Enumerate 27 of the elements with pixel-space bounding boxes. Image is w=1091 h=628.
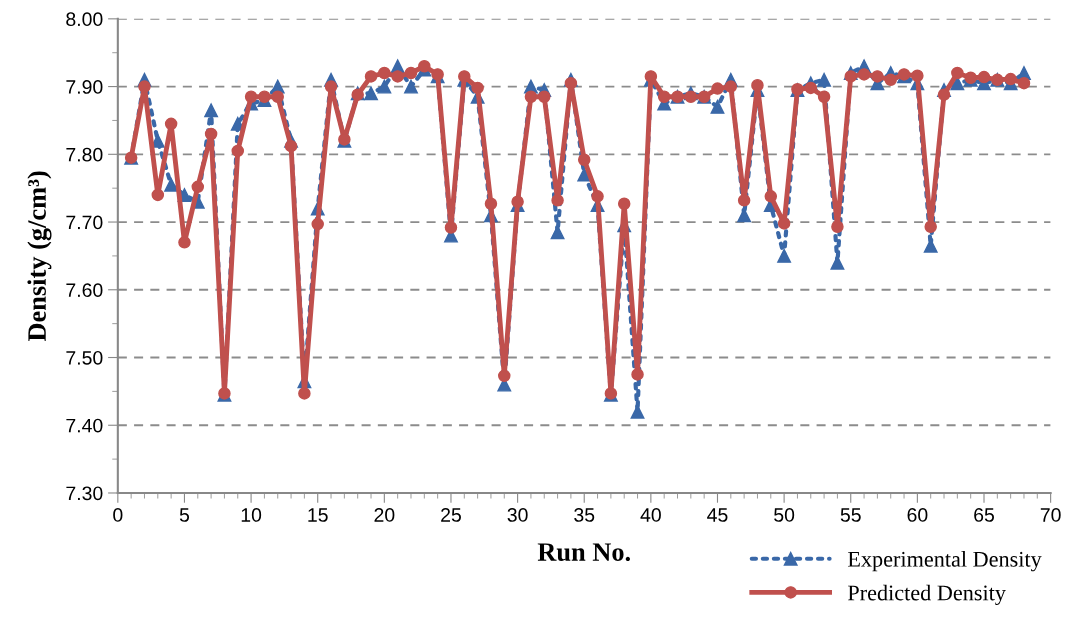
y-tick-label: 7.90 — [66, 80, 103, 94]
x-tick-label: 25 — [441, 508, 461, 522]
x-axis-title: Run No. — [537, 543, 630, 562]
x-tick-label: 20 — [374, 508, 395, 522]
legend-label: Experimental Density — [847, 551, 1042, 572]
x-tick-label: 70 — [1040, 508, 1061, 522]
y-tick-label: 7.80 — [66, 147, 103, 162]
x-tick-label: 30 — [507, 508, 528, 522]
legend-label: Predicted Density — [847, 584, 1006, 605]
x-tick-label: 40 — [640, 508, 661, 522]
x-tick-label: 35 — [574, 508, 595, 522]
y-tick-label: 7.50 — [66, 350, 103, 365]
y-axis-title: Density (g/cm³) — [27, 171, 52, 342]
x-tick-label: 60 — [907, 508, 928, 522]
x-tick-label: 50 — [774, 508, 795, 522]
x-tick-label: 0 — [113, 508, 123, 522]
y-tick-label: 7.60 — [66, 283, 103, 298]
x-tick-label: 10 — [241, 508, 262, 522]
y-tick-label: 7.40 — [66, 418, 103, 433]
x-tick-label: 55 — [840, 508, 861, 522]
x-tick-label: 5 — [179, 508, 190, 522]
x-tick-label: 65 — [974, 508, 994, 522]
x-tick-label: 15 — [308, 508, 328, 522]
y-tick-label: 7.70 — [66, 215, 103, 230]
x-tick-label: 45 — [707, 508, 728, 522]
y-tick-label: 8.00 — [66, 12, 103, 27]
y-tick-label: 7.30 — [66, 486, 103, 501]
